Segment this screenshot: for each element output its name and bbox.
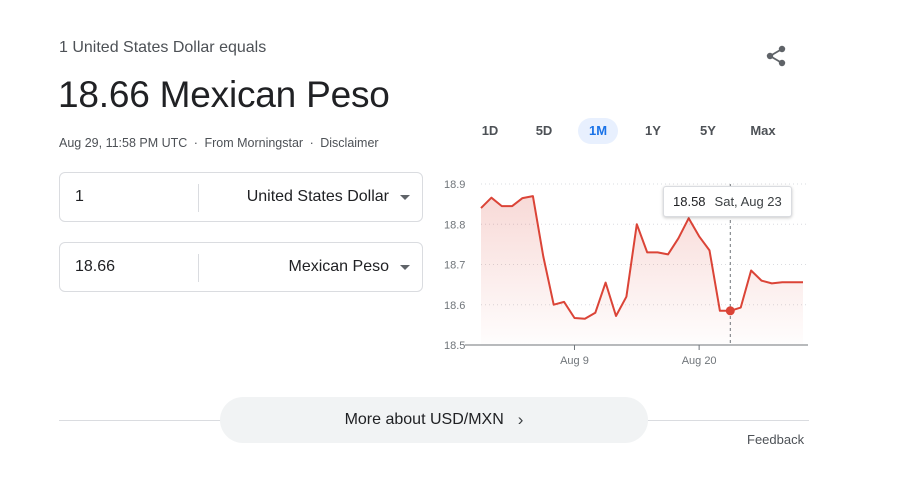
caret-down-icon bbox=[400, 264, 410, 270]
chevron-right-icon: › bbox=[517, 410, 524, 429]
more-about-label: More about USD/MXN bbox=[344, 411, 504, 428]
from-currency-label: United States Dollar bbox=[246, 188, 389, 205]
from-currency-select[interactable]: United States Dollar bbox=[200, 173, 422, 221]
y-tick-label: 18.6 bbox=[444, 300, 465, 312]
to-currency-label: Mexican Peso bbox=[288, 258, 390, 275]
separator-dot: · bbox=[309, 136, 314, 150]
tab-1m[interactable]: 1M bbox=[578, 118, 618, 144]
x-tick-label: Aug 9 bbox=[560, 355, 589, 367]
tooltip-value: 18.58 bbox=[673, 194, 706, 209]
share-button[interactable] bbox=[760, 40, 792, 72]
y-tick-label: 18.9 bbox=[444, 179, 465, 191]
disclaimer-link[interactable]: Disclaimer bbox=[320, 136, 379, 150]
from-amount-input[interactable] bbox=[60, 173, 198, 221]
x-tick-label: Aug 20 bbox=[682, 355, 717, 367]
field-divider bbox=[198, 184, 199, 212]
tab-5d[interactable]: 5D bbox=[535, 123, 553, 138]
tooltip-date: Sat, Aug 23 bbox=[714, 194, 782, 209]
y-tick-label: 18.7 bbox=[444, 260, 465, 272]
more-about-button[interactable]: More about USD/MXN › bbox=[220, 397, 648, 443]
from-currency-box: United States Dollar bbox=[59, 172, 423, 222]
source-link[interactable]: From Morningstar bbox=[204, 136, 304, 150]
to-currency-select[interactable]: Mexican Peso bbox=[200, 243, 422, 291]
y-tick-label: 18.8 bbox=[444, 219, 465, 231]
caret-down-icon bbox=[400, 194, 410, 200]
tab-max[interactable]: Max bbox=[750, 123, 776, 138]
tab-5y[interactable]: 5Y bbox=[700, 123, 716, 138]
tab-1d[interactable]: 1D bbox=[481, 123, 499, 138]
share-icon bbox=[766, 45, 786, 67]
y-tick-label: 18.5 bbox=[444, 340, 465, 352]
chart-tooltip: 18.58 Sat, Aug 23 bbox=[663, 186, 792, 217]
chart-series-line bbox=[480, 195, 803, 320]
to-currency-box: Mexican Peso bbox=[59, 242, 423, 292]
timestamp: Aug 29, 11:58 PM UTC bbox=[59, 136, 188, 150]
field-divider bbox=[198, 254, 199, 282]
tab-1y[interactable]: 1Y bbox=[645, 123, 661, 138]
rate-meta-line: Aug 29, 11:58 PM UTC · From Morningstar … bbox=[59, 136, 379, 150]
converted-value-title: 18.66 Mexican Peso bbox=[58, 74, 390, 115]
equals-label: 1 United States Dollar equals bbox=[59, 39, 267, 56]
feedback-link[interactable]: Feedback bbox=[747, 432, 805, 447]
to-amount-input[interactable] bbox=[60, 243, 198, 291]
chart-area-fill bbox=[481, 196, 803, 345]
chart-highlight-point bbox=[725, 306, 735, 316]
time-range-tabs: 1D 5D 1M 1Y 5Y Max bbox=[470, 118, 810, 144]
separator-dot: · bbox=[193, 136, 198, 150]
